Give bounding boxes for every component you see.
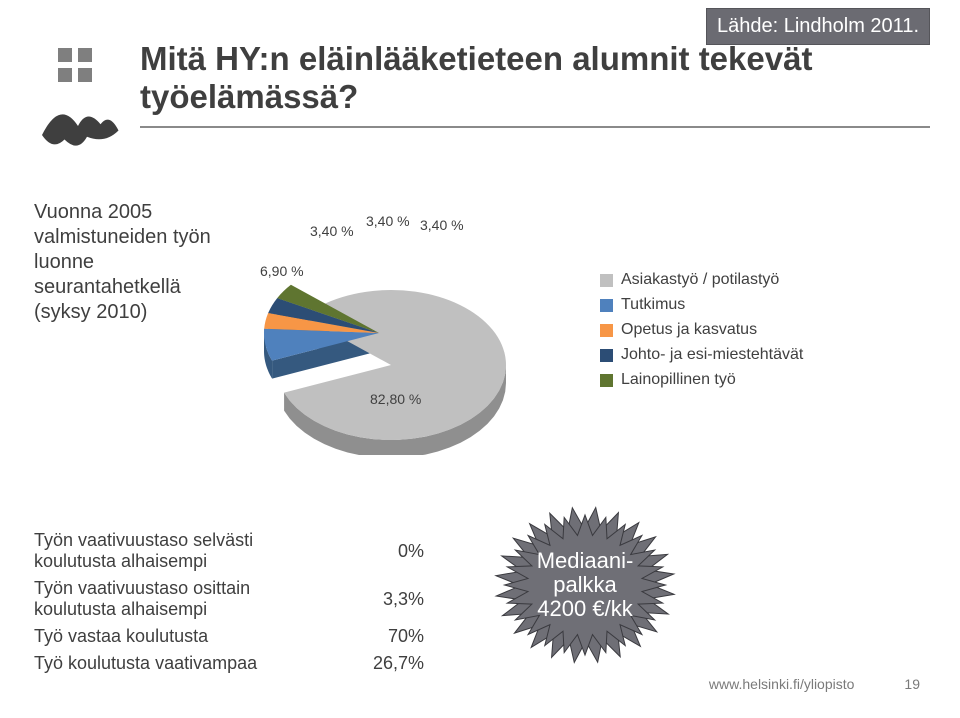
burst-text: Mediaani- palkka 4200 €/kk	[485, 505, 685, 665]
slice-label: 3,40 %	[310, 223, 354, 239]
stat-label: Työ vastaa koulutusta	[34, 626, 334, 647]
pie-svg	[240, 205, 530, 455]
burst-line2: palkka	[553, 573, 617, 597]
logo-squares-icon	[58, 48, 140, 82]
median-salary-badge: Mediaani- palkka 4200 €/kk	[485, 505, 685, 665]
legend-label: Asiakastyö / potilastyö	[621, 271, 779, 289]
slice-label: 6,90 %	[260, 263, 304, 279]
pie-wrap: 6,90 % 3,40 % 3,40 % 3,40 % 82,80 %	[240, 205, 530, 455]
stat-value: 70%	[344, 626, 424, 647]
logo	[30, 40, 140, 167]
footer-site: www.helsinki.fi/yliopisto	[709, 676, 855, 692]
legend-swatch	[600, 349, 613, 362]
legend-label: Johto- ja esi-miestehtävät	[621, 346, 803, 364]
chart-caption: Vuonna 2005 valmistuneiden työn luonne s…	[34, 200, 234, 325]
legend-item: Asiakastyö / potilastyö	[600, 271, 803, 289]
stat-label: Työn vaativuustaso osittain koulutusta a…	[34, 578, 334, 620]
burst-line3: 4200 €/kk	[537, 597, 632, 621]
legend-label: Opetus ja kasvatus	[621, 321, 757, 339]
legend-item: Tutkimus	[600, 296, 803, 314]
stat-label: Työ koulutusta vaativampaa	[34, 653, 334, 674]
title-rule	[140, 126, 930, 128]
stat-label: Työn vaativuustaso selvästi koulutusta a…	[34, 530, 334, 572]
legend-item: Opetus ja kasvatus	[600, 321, 803, 339]
page-number: 19	[904, 676, 920, 692]
legend-swatch	[600, 299, 613, 312]
legend-swatch	[600, 324, 613, 337]
legend: Asiakastyö / potilastyö Tutkimus Opetus ja…	[600, 264, 803, 396]
slice-label: 82,80 %	[370, 391, 421, 407]
stat-value: 0%	[344, 541, 424, 562]
pie-chart: 6,90 % 3,40 % 3,40 % 3,40 % 82,80 % Asia…	[240, 185, 920, 475]
slice-label: 3,40 %	[420, 217, 464, 233]
legend-item: Johto- ja esi-miestehtävät	[600, 346, 803, 364]
legend-label: Tutkimus	[621, 296, 685, 314]
stat-value: 26,7%	[344, 653, 424, 674]
burst-line1: Mediaani-	[537, 549, 634, 573]
stat-value: 3,3%	[344, 589, 424, 610]
footer: www.helsinki.fi/yliopisto 19	[0, 676, 960, 692]
legend-swatch	[600, 374, 613, 387]
flame-icon	[30, 90, 126, 162]
legend-swatch	[600, 274, 613, 287]
legend-item: Lainopillinen työ	[600, 371, 803, 389]
stats-table: Työn vaativuustaso selvästi koulutusta a…	[34, 530, 424, 674]
page-title: Mitä HY:n eläinlääketieteen alumnit teke…	[140, 40, 930, 116]
slice-label: 3,40 %	[366, 213, 410, 229]
legend-label: Lainopillinen työ	[621, 371, 736, 389]
header: Mitä HY:n eläinlääketieteen alumnit teke…	[30, 40, 930, 167]
